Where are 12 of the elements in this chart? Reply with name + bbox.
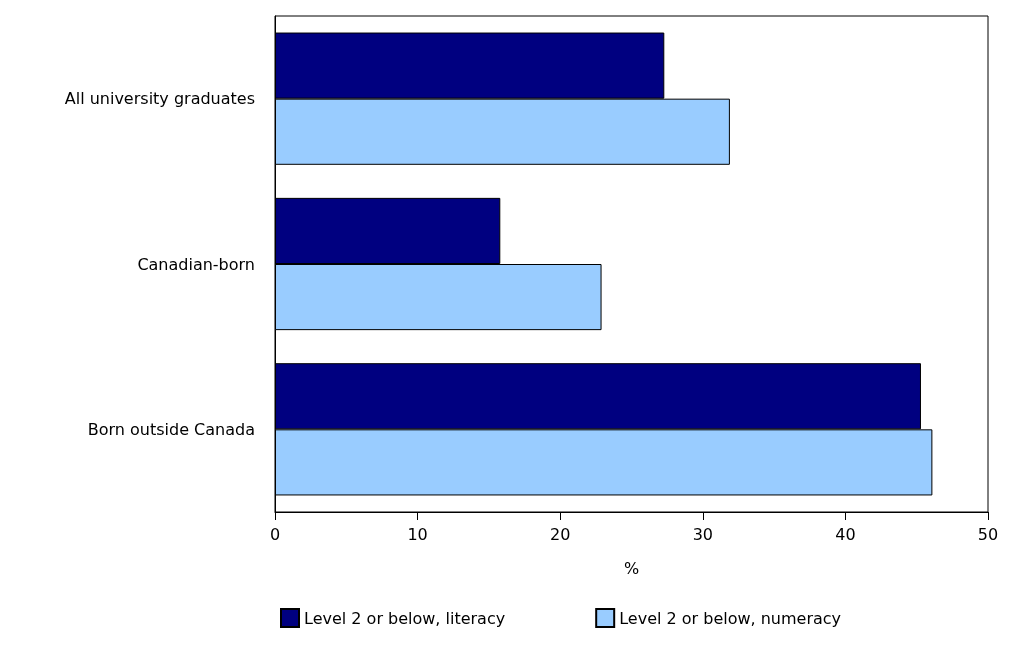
x-tick-label: 30 <box>692 524 713 544</box>
x-axis-title: % <box>623 558 640 578</box>
legend-label: Level 2 or below, literacy <box>304 608 506 628</box>
x-tick-label: 40 <box>835 524 856 544</box>
x-tick-label: 0 <box>269 524 281 544</box>
x-tick-label: 10 <box>407 524 428 544</box>
y-tick-label: Born outside Canada <box>87 419 255 439</box>
y-tick-label: Canadian-born <box>137 254 255 274</box>
x-tick-label: 20 <box>550 524 571 544</box>
y-tick-label: All university graduates <box>64 89 255 109</box>
legend-label: Level 2 or below, numeracy <box>619 608 842 628</box>
x-tick-label: 50 <box>977 524 999 544</box>
